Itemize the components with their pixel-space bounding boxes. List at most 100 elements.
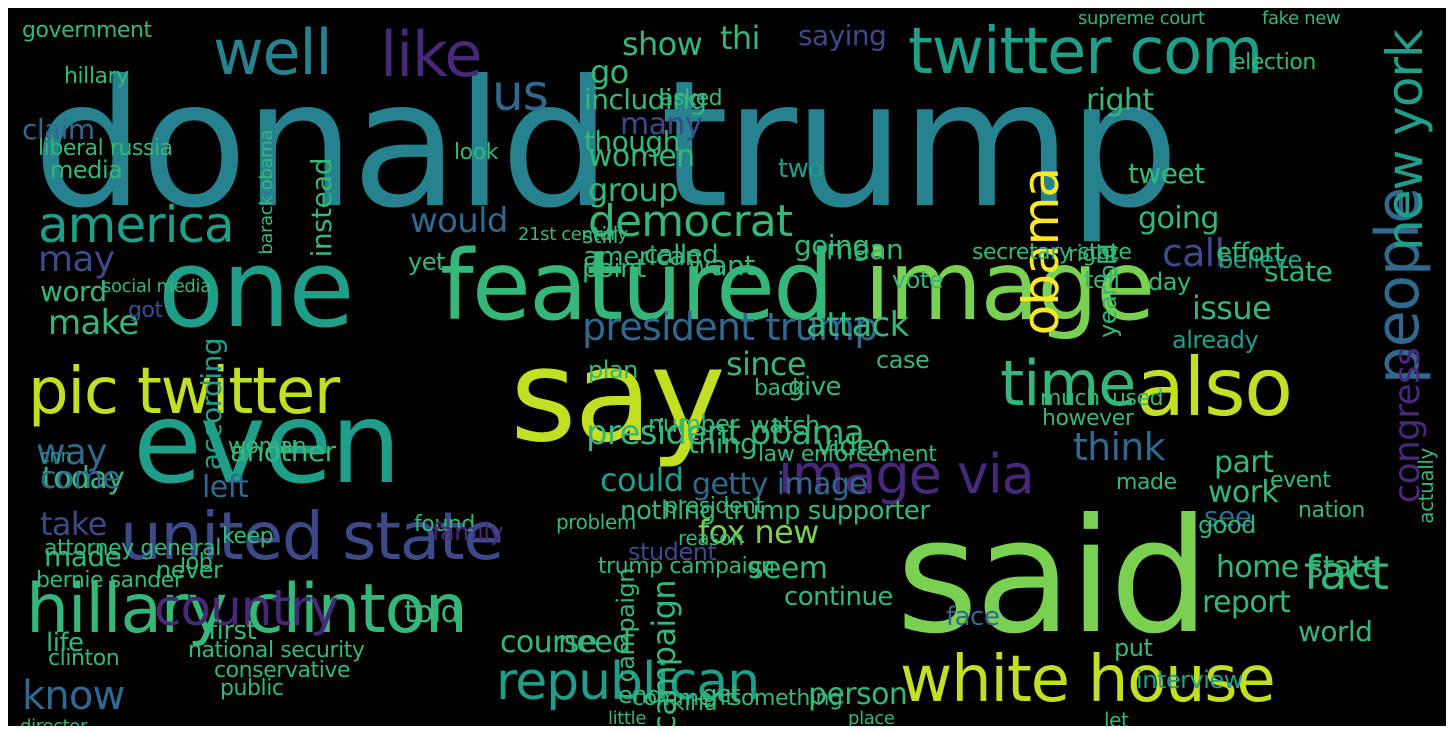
word-including: including (584, 83, 707, 116)
word-could: could (600, 461, 684, 499)
word-conservative: conservative (214, 658, 351, 683)
word-media: media (50, 156, 123, 184)
word-however: however (1042, 406, 1134, 431)
word-comment: comment (632, 686, 734, 711)
word-look: look (454, 140, 499, 165)
word-trump-campaign: trump campaign (598, 554, 775, 579)
word-word: word (40, 275, 107, 308)
word-country: country (154, 579, 339, 637)
word-get: get (702, 680, 740, 708)
word-getty-image: getty image (692, 467, 868, 502)
word-already: already (1172, 326, 1259, 354)
word-issue: issue (1192, 289, 1272, 327)
word-right: right (1086, 83, 1154, 118)
word-cnn: cnn (40, 446, 72, 467)
word-good: good (1198, 511, 1256, 539)
word-attorney-general: attorney general (44, 536, 221, 561)
word-still: still (582, 224, 619, 249)
word-hillary-clinton: hillary clinton (26, 570, 468, 649)
word-first: first (208, 616, 257, 646)
word-part: part (1214, 445, 1274, 480)
word-yet: yet (408, 248, 445, 276)
word-though: though (584, 125, 680, 158)
word-take: take (40, 505, 107, 543)
word-image-via: image via (778, 443, 1035, 506)
word-job: job (180, 550, 213, 575)
word-need: need (558, 625, 631, 660)
word-course: course (500, 625, 597, 660)
word-end: end (618, 681, 662, 709)
word-featured: featured (440, 230, 834, 342)
word-little: little (608, 708, 647, 727)
word-american: american (583, 242, 701, 272)
word-according: according (195, 338, 228, 471)
word-point: point (582, 254, 646, 284)
word-show: show (622, 25, 703, 63)
word-continue: continue (784, 582, 893, 612)
word-think: think (1073, 425, 1166, 469)
word-interview: interview (1136, 666, 1243, 694)
word-make: make (48, 303, 139, 343)
word-plan: plan (588, 356, 638, 384)
word-us: us (492, 64, 549, 122)
word-seem: seem (748, 551, 828, 586)
word-attack: attack (806, 305, 909, 345)
word-national-security: national security (188, 638, 365, 663)
word-barack-obama: barack obama (256, 130, 277, 255)
word-secretary-state: secretary state (972, 240, 1132, 265)
word-told: told (404, 595, 460, 630)
word-tweet: tweet (1128, 157, 1205, 190)
word-see: see (1204, 500, 1252, 533)
word-also: also (1136, 341, 1293, 434)
word-vote: vote (892, 266, 944, 294)
word-thing: thing (688, 427, 758, 460)
word-republican: republican (496, 652, 760, 712)
word-many: many (620, 107, 703, 142)
word-home-state: home state (1216, 550, 1381, 585)
word-another: another (230, 435, 336, 468)
word-know: know (22, 673, 125, 719)
word-nothing-trump-supporter: nothing trump supporter (620, 496, 930, 526)
word-actually: actually (1414, 448, 1438, 524)
word-back: back (754, 376, 805, 401)
word-social-media: social media (102, 276, 211, 297)
word-united-state: united state (120, 498, 504, 575)
word-white-house: white house (900, 643, 1276, 717)
word-supreme-court: supreme court (1078, 8, 1205, 29)
word-life: life (46, 628, 84, 658)
word-twitter-com: twitter com (908, 15, 1263, 89)
word-group: group (588, 171, 678, 209)
word-tell: tell (1084, 266, 1120, 294)
word-watch: watch (750, 411, 820, 439)
word-day: day (1148, 268, 1191, 296)
word-government: government (22, 18, 152, 43)
word-donald-trump: donald trump (33, 44, 1179, 247)
word-person: person (808, 677, 908, 712)
word-public: public (220, 676, 284, 701)
word-report: report (1202, 585, 1291, 620)
word-president: president (664, 494, 764, 519)
word-believe: believe (1218, 246, 1302, 274)
word-kind: kind (672, 691, 718, 716)
word-used: used (1112, 386, 1164, 411)
word-work: work (1208, 475, 1279, 510)
word-go: go (590, 53, 629, 91)
word-going: going (794, 229, 870, 262)
word-woman: woman (228, 434, 307, 459)
word-image: image (864, 230, 1155, 342)
word-state: state (1264, 255, 1333, 288)
word-may: may (38, 239, 115, 280)
word-women: women (588, 139, 695, 174)
word-made: made (44, 540, 122, 573)
word-even: even (133, 379, 401, 509)
word-family: family (432, 518, 504, 546)
word-never: never (156, 556, 223, 584)
word-would: would (410, 201, 508, 241)
word-election: election (1232, 50, 1316, 75)
word-president-trump: president trump (582, 305, 878, 349)
word-face: face (946, 602, 1000, 632)
word-today: today (42, 461, 125, 496)
word-like: like (380, 18, 483, 91)
word-effort: effort (1216, 238, 1285, 268)
word-event: event (1270, 468, 1331, 493)
